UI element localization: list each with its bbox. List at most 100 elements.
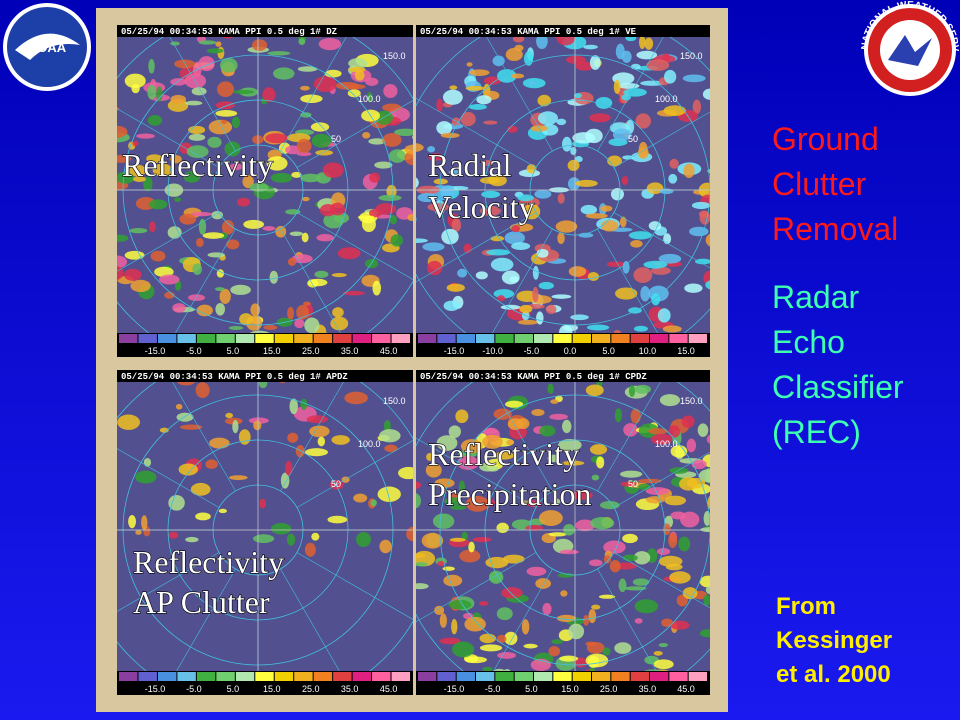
colorbar-swatch — [255, 672, 274, 681]
echo — [684, 283, 703, 293]
echo — [440, 132, 460, 139]
echo — [440, 185, 455, 198]
azimuth-spoke — [296, 212, 413, 280]
echo — [638, 478, 662, 484]
echo — [591, 604, 601, 610]
echo — [207, 136, 222, 148]
echo — [150, 250, 166, 262]
echo — [280, 472, 290, 489]
range-label: 100.0 — [358, 439, 381, 449]
azimuth-spoke — [489, 382, 553, 492]
echo — [366, 92, 373, 103]
colorbar-swatch — [119, 334, 138, 343]
echo — [143, 458, 152, 467]
echo — [310, 122, 330, 132]
echo — [206, 48, 224, 54]
echo — [622, 261, 630, 274]
echo — [123, 268, 142, 281]
echo — [538, 281, 554, 290]
echo — [229, 163, 243, 171]
azimuth-spoke — [613, 451, 710, 508]
echo — [587, 272, 600, 281]
echo — [662, 325, 682, 333]
echo — [664, 69, 677, 84]
echo — [215, 109, 238, 117]
echo — [465, 85, 485, 91]
colorbar-swatch — [456, 334, 475, 343]
echo — [600, 220, 619, 232]
echo — [300, 112, 312, 118]
echo — [464, 616, 486, 632]
echo — [640, 80, 665, 86]
echo — [185, 536, 199, 543]
echo — [129, 164, 146, 177]
echo — [174, 59, 196, 69]
echo — [175, 403, 183, 410]
echo — [683, 163, 695, 178]
echo — [259, 498, 266, 509]
echo — [578, 232, 594, 238]
range-label: 150.0 — [383, 51, 406, 61]
echo — [573, 92, 582, 99]
echo — [412, 135, 413, 140]
echo — [457, 268, 468, 278]
echo — [448, 425, 461, 438]
echo — [630, 240, 643, 248]
echo — [572, 132, 596, 144]
echo — [356, 531, 371, 547]
echo — [496, 634, 507, 644]
echo — [322, 162, 344, 178]
echo — [211, 210, 223, 220]
echo — [598, 594, 616, 599]
echo — [236, 197, 251, 207]
colorbar-label: 35.0 — [341, 684, 359, 694]
echo — [476, 95, 492, 105]
echo — [444, 497, 463, 506]
echo — [600, 205, 613, 212]
colorbar-label: 35.0 — [639, 684, 657, 694]
echo — [180, 424, 203, 430]
echo — [702, 88, 710, 100]
colorbar-label: -5.0 — [485, 684, 501, 694]
panel-label: Radial — [428, 147, 512, 183]
colorbar-swatch — [333, 334, 352, 343]
echo — [348, 66, 366, 73]
panel-label: Reflectivity — [133, 544, 284, 580]
echo — [658, 253, 682, 264]
echo — [520, 500, 530, 506]
heading-line: Radar — [772, 279, 860, 315]
colorbar-label: 10.0 — [639, 346, 657, 356]
range-label: 100.0 — [358, 94, 381, 104]
echo — [590, 517, 615, 530]
azimuth-spoke — [175, 228, 236, 333]
panel-header-bg — [416, 25, 710, 37]
echo — [315, 149, 333, 156]
panel-label: Velocity — [428, 189, 535, 225]
echo — [382, 103, 402, 112]
echo — [369, 172, 381, 183]
echo — [331, 272, 347, 278]
echo — [703, 511, 710, 526]
echo — [583, 614, 590, 626]
echo — [317, 436, 326, 447]
echo — [586, 324, 610, 331]
echo — [586, 641, 605, 654]
echo — [228, 325, 244, 331]
echo — [455, 409, 469, 424]
range-label: 150.0 — [680, 396, 703, 406]
echo — [117, 234, 129, 242]
echo — [521, 619, 530, 635]
echo — [327, 515, 348, 524]
echo — [295, 445, 305, 458]
azimuth-spoke — [280, 37, 347, 152]
echo — [682, 587, 698, 600]
colorbar-swatch — [313, 672, 333, 681]
echo — [618, 578, 627, 593]
echo — [148, 58, 155, 74]
echo — [706, 434, 710, 444]
echo — [483, 76, 501, 85]
echo — [117, 265, 124, 281]
colorbar-swatch — [572, 334, 591, 343]
echo — [479, 633, 496, 644]
colorbar-label: 15.0 — [263, 346, 281, 356]
